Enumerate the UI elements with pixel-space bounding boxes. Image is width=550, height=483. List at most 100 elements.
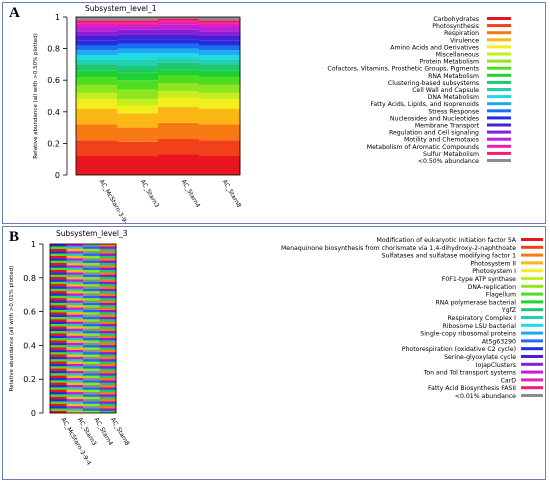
bar-segment <box>158 39 200 44</box>
legend-label: Sulfatases and sulfatase modifying facto… <box>382 253 516 260</box>
legend-label: RNA polymerase bacterial <box>435 299 516 306</box>
legend-swatch <box>521 394 543 397</box>
bar-segment <box>199 23 241 27</box>
bar-segment <box>76 92 118 100</box>
bar-segment <box>99 401 117 404</box>
bar-segment <box>50 255 67 259</box>
bar-segment <box>66 290 84 294</box>
legend-swatch <box>487 137 511 141</box>
bar-segment <box>117 17 159 21</box>
bar-segment <box>83 382 100 386</box>
bar-segment <box>66 359 84 362</box>
legend-swatch <box>521 261 543 265</box>
x-tick-label: AC_Starn4 <box>180 179 202 210</box>
bar-segment <box>83 368 100 371</box>
bar-segment <box>199 140 241 157</box>
bar-segment <box>117 127 159 142</box>
bar-segment <box>83 267 100 271</box>
bar-segment <box>99 297 117 301</box>
bar-segment <box>66 389 84 393</box>
bar-segment <box>50 246 67 249</box>
bar-segment <box>50 321 67 325</box>
bar-segment <box>83 363 100 367</box>
bar-segment <box>66 370 84 374</box>
bar-segment <box>50 340 67 343</box>
bar-segment <box>76 23 118 27</box>
bar-segment <box>199 124 241 141</box>
legend-label: Sulfur Metabolism <box>423 151 479 158</box>
bar-segment <box>99 281 117 285</box>
bar-segment <box>50 312 67 315</box>
bar-segment <box>50 328 67 332</box>
y-axis-label: Relative abundance (all with >0.50% plot… <box>33 33 39 159</box>
bar-segment <box>83 342 100 346</box>
bar-segment <box>50 344 67 348</box>
bar-segment <box>158 53 200 59</box>
bar-segment <box>50 405 67 409</box>
bar-segment <box>199 54 241 60</box>
bar-segment <box>50 347 67 350</box>
legend-swatch <box>521 386 543 390</box>
legend-label: Carbohydrates <box>433 16 479 23</box>
bar-segment <box>83 305 100 308</box>
bar-segment <box>99 314 117 317</box>
bar-segment <box>50 363 67 367</box>
bar-segment <box>99 316 117 320</box>
bar-segment <box>50 373 67 376</box>
bar-segment <box>50 286 67 289</box>
bar-segment <box>99 279 117 282</box>
bar-segment <box>158 18 200 22</box>
bar-segment <box>50 307 67 310</box>
legend-label: Cofactors, Vitamins, Prosthetic Groups, … <box>327 66 479 73</box>
bar-segment <box>50 396 67 400</box>
legend-label: Protein Metabolism <box>420 59 479 66</box>
bar-segment <box>99 272 117 275</box>
y-tick-label: 0 <box>55 171 60 180</box>
bar-segment <box>158 91 200 98</box>
bar-segment <box>83 330 100 334</box>
bar-segment <box>66 410 84 414</box>
legend-swatch <box>521 269 543 273</box>
bar-segment <box>76 124 118 141</box>
bar-segment <box>99 253 117 256</box>
bar-segment <box>66 307 84 310</box>
bar-segment <box>83 380 100 383</box>
legend-swatch <box>487 45 511 49</box>
bar-segment <box>66 276 84 280</box>
bar-segment <box>83 286 100 289</box>
bar-segment <box>50 366 67 369</box>
bar-segment <box>99 267 117 271</box>
bar-segment <box>117 29 159 35</box>
bar-segment <box>83 307 100 310</box>
bar-segment <box>66 366 84 369</box>
bar-segment <box>99 319 117 322</box>
bar-segment <box>158 48 200 54</box>
bar-segment <box>99 295 117 299</box>
legend-swatch <box>521 355 543 358</box>
bar-segment <box>99 246 117 249</box>
bar-segment <box>99 269 117 273</box>
bar-segment <box>158 154 200 175</box>
bar-segment <box>66 398 84 402</box>
bar-segment <box>83 403 100 407</box>
legend-label: Photorespiration (oxidative C2 cycle) <box>402 346 516 353</box>
bar-segment <box>99 394 117 397</box>
bar-segment <box>50 359 67 362</box>
bar-segment <box>66 335 84 339</box>
bar-segment <box>158 122 200 139</box>
legend-swatch <box>521 277 543 280</box>
bar-segment <box>76 77 118 85</box>
bar-segment <box>117 26 159 30</box>
bar-segment <box>99 366 117 369</box>
bar-segment <box>66 316 84 320</box>
bar-segment <box>50 302 67 306</box>
bar-segment <box>117 80 159 90</box>
bar-segment <box>50 349 67 353</box>
legend-swatch <box>521 292 543 296</box>
bar-segment <box>199 17 241 21</box>
bar-segment <box>83 312 100 315</box>
bar-segment <box>83 410 100 414</box>
bar-segment <box>66 262 84 266</box>
bar-segment <box>50 382 67 386</box>
bar-segment <box>83 272 100 275</box>
